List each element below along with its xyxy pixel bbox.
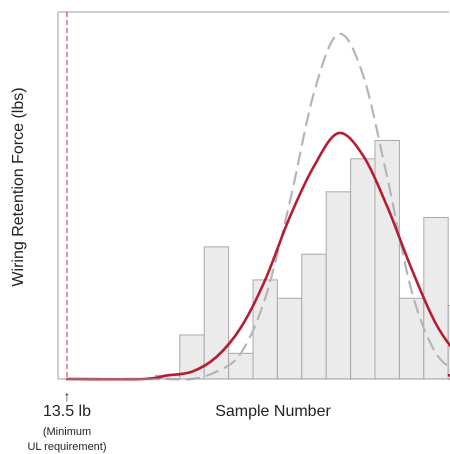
x-axis-label: Sample Number xyxy=(215,403,331,420)
histogram-bars xyxy=(154,139,450,380)
threshold-note-line-1: (Minimum xyxy=(43,426,91,438)
solid-distribution-curve xyxy=(65,131,450,381)
threshold-arrow: ↑ xyxy=(64,388,71,404)
threshold-value-label: 13.5 lb xyxy=(43,403,91,420)
threshold-note-line-2: UL requirement) xyxy=(27,441,106,453)
histogram-bar xyxy=(301,253,327,380)
histogram-bar xyxy=(423,217,449,380)
histogram-bar xyxy=(325,191,352,380)
histogram-bar xyxy=(398,297,425,380)
histogram-bar xyxy=(374,139,400,380)
histogram-bar xyxy=(350,158,376,380)
histogram-bar xyxy=(228,352,254,380)
histogram-bar xyxy=(276,297,303,380)
y-axis-label: Wiring Retention Force (lbs) xyxy=(10,87,27,286)
histogram-bar xyxy=(203,246,230,380)
